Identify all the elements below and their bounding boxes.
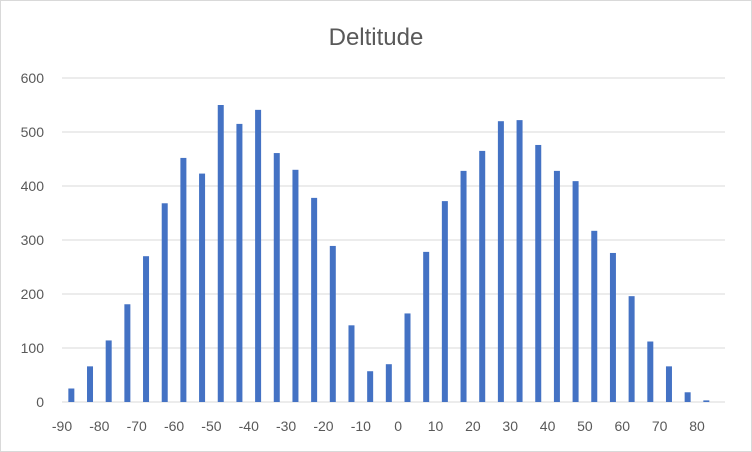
bar <box>572 181 579 402</box>
bar <box>404 313 411 402</box>
bar <box>329 245 336 402</box>
bar <box>311 197 318 402</box>
x-tick-label: -80 <box>89 418 109 434</box>
x-tick-label: 70 <box>652 418 668 434</box>
bar <box>460 170 467 402</box>
bar <box>553 170 560 402</box>
x-tick-label: 40 <box>540 418 556 434</box>
bar <box>423 251 430 402</box>
x-tick-label: -90 <box>52 418 72 434</box>
bar <box>684 392 691 402</box>
x-tick-label: -50 <box>201 418 221 434</box>
y-tick-label: 400 <box>21 178 45 194</box>
bar <box>180 157 187 402</box>
bar <box>516 120 523 403</box>
x-tick-label: 50 <box>577 418 593 434</box>
gridlines <box>62 77 725 403</box>
x-tick-label: 80 <box>689 418 705 434</box>
bar <box>161 203 168 402</box>
x-tick-label: 20 <box>465 418 481 434</box>
y-tick-label: 300 <box>21 232 45 248</box>
x-tick-label: -10 <box>351 418 371 434</box>
bar <box>143 256 150 402</box>
bar <box>199 173 206 402</box>
bar <box>479 150 486 402</box>
bar <box>255 109 262 403</box>
y-tick-label: 100 <box>21 340 45 356</box>
x-tick-label: 10 <box>428 418 444 434</box>
bars <box>68 105 710 403</box>
x-tick-label: -20 <box>313 418 333 434</box>
bar <box>647 341 654 402</box>
x-tick-label: 30 <box>502 418 518 434</box>
x-tick-label: -30 <box>276 418 296 434</box>
bar <box>367 371 374 402</box>
x-tick-label: -40 <box>239 418 259 434</box>
bar <box>273 153 280 402</box>
bar <box>87 366 94 402</box>
x-tick-label: -70 <box>127 418 147 434</box>
x-tick-label: 60 <box>614 418 630 434</box>
bar <box>441 201 448 402</box>
bar <box>628 296 635 402</box>
bar <box>236 123 243 403</box>
bar <box>497 121 504 402</box>
bar <box>217 105 224 402</box>
x-tick-label: 0 <box>394 418 402 434</box>
chart-title: Deltitude <box>329 24 424 51</box>
y-axis-tick-labels: 0 100 200 300 400 500 600 <box>21 70 45 410</box>
bar <box>348 325 355 402</box>
bar <box>105 340 112 402</box>
bar <box>385 364 392 402</box>
bar <box>665 366 672 402</box>
y-tick-label: 200 <box>21 286 45 302</box>
bar <box>591 230 598 402</box>
bar <box>124 304 131 402</box>
x-tick-label: -60 <box>164 418 184 434</box>
bar <box>292 169 299 402</box>
y-tick-label: 600 <box>21 70 45 86</box>
bar <box>68 388 75 402</box>
y-tick-label: 500 <box>21 124 45 140</box>
bar <box>535 144 542 402</box>
bar <box>609 252 616 402</box>
x-axis-tick-labels: -90 -80 -70 -60 -50 -40 -30 -20 -10 0 10 20 30 40 50 60… <box>52 418 705 434</box>
bar <box>703 400 710 402</box>
y-tick-label: 0 <box>36 394 44 410</box>
